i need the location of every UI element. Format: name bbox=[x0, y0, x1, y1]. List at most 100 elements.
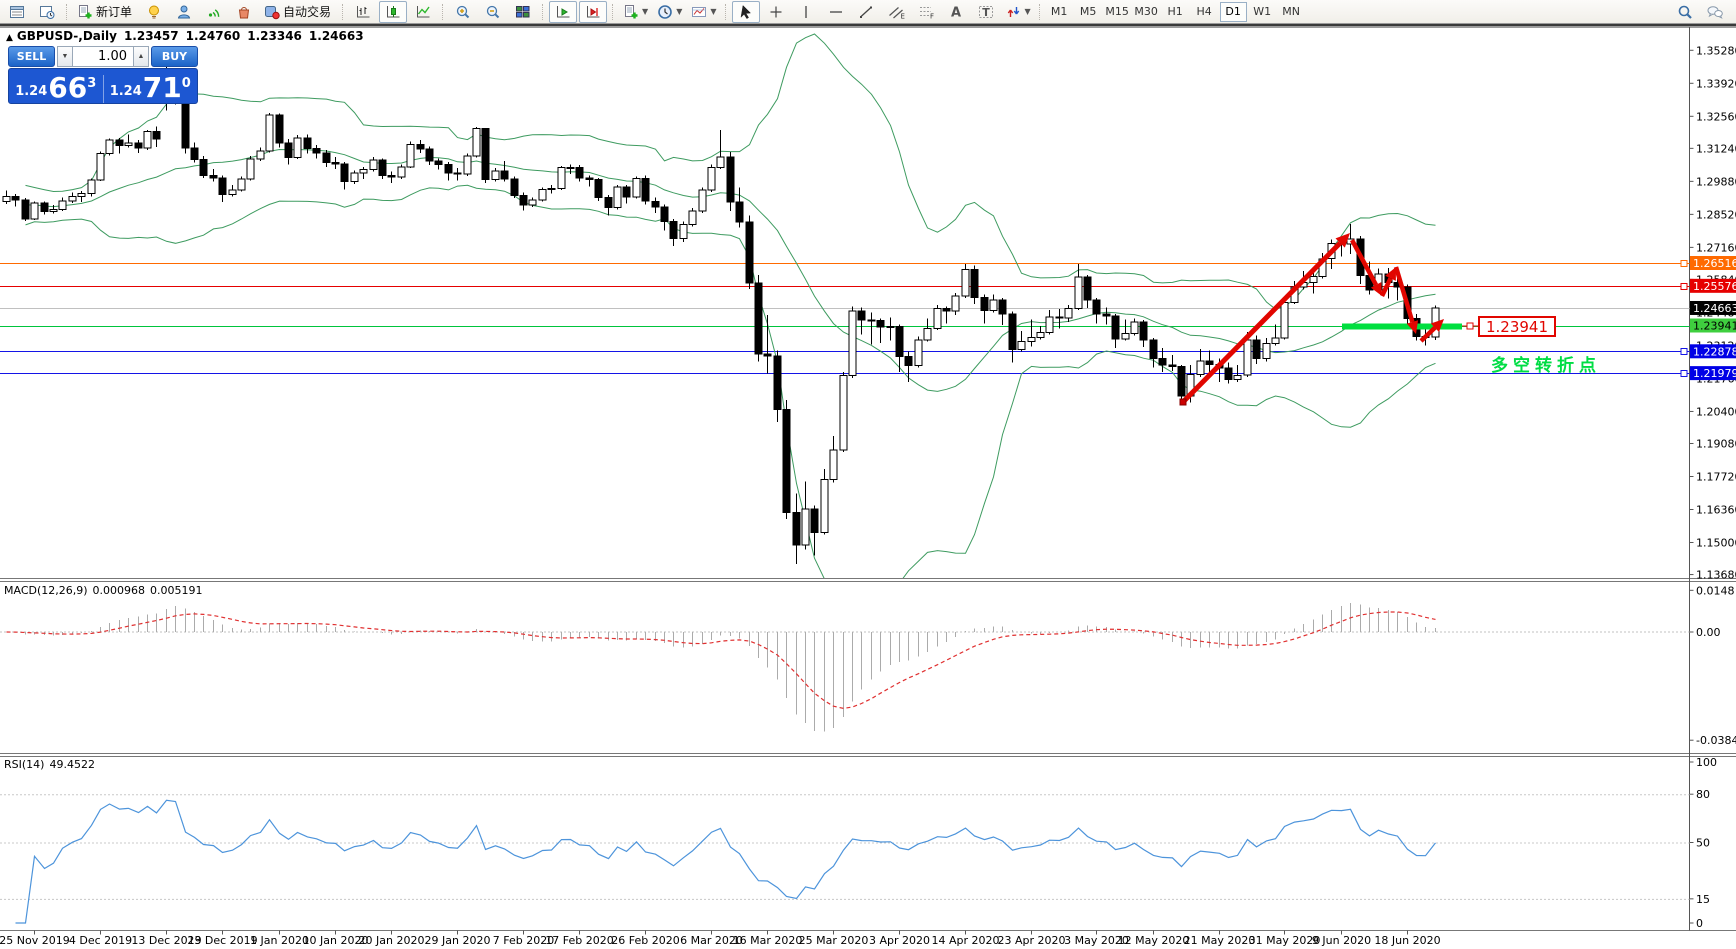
date-label: 21 May 2020 bbox=[1184, 934, 1256, 947]
rsi-pane[interactable] bbox=[0, 794, 1690, 924]
lamp-icon bbox=[149, 5, 160, 18]
arrows-tool-button[interactable]: ▼ bbox=[1002, 1, 1034, 23]
auto-trading-button[interactable]: 自动交易 bbox=[260, 1, 337, 23]
chart-shift-button[interactable] bbox=[579, 0, 608, 23]
search-icon bbox=[1678, 5, 1692, 19]
search-button[interactable] bbox=[1671, 1, 1699, 23]
macd-indicator-label: MACD(12,26,9) 0.000968 0.005191 bbox=[4, 584, 203, 597]
candles-chart-button[interactable] bbox=[379, 0, 408, 23]
horizontal-line-button[interactable] bbox=[822, 1, 850, 23]
volume-input[interactable] bbox=[73, 46, 133, 67]
toolbar-separator bbox=[542, 3, 544, 20]
price-badge bbox=[1690, 366, 1736, 381]
zoom-out-button[interactable] bbox=[479, 1, 507, 23]
line-chart-button[interactable] bbox=[409, 1, 437, 23]
price-callout[interactable]: 1.23941 bbox=[1478, 316, 1556, 337]
timeframe-m15-button[interactable]: M15 bbox=[1105, 5, 1129, 18]
chevron-down-icon[interactable]: ▼ bbox=[710, 7, 717, 16]
chat-icon bbox=[1707, 5, 1723, 19]
timeframe-mn-button[interactable]: MN bbox=[1282, 5, 1301, 18]
collapse-triangle-icon[interactable]: ▲ bbox=[6, 33, 13, 43]
rsi-line bbox=[15, 799, 1436, 924]
indicators-button[interactable]: ▼ bbox=[619, 1, 651, 23]
trend-arrow bbox=[1393, 266, 1415, 323]
trendline-button[interactable] bbox=[852, 1, 880, 23]
profiles-button[interactable] bbox=[33, 1, 61, 23]
timeframe-m30-button[interactable]: M30 bbox=[1134, 5, 1158, 18]
sell-button[interactable]: SELL bbox=[8, 46, 55, 67]
new-order-button[interactable]: 新订单 bbox=[73, 1, 138, 23]
market-button[interactable] bbox=[230, 1, 258, 23]
trend-arrow bbox=[1181, 241, 1342, 404]
date-label: 16 Mar 2020 bbox=[733, 934, 803, 947]
date-label: 29 Jan 2020 bbox=[425, 934, 491, 947]
date-label: 12 May 2020 bbox=[1118, 934, 1190, 947]
high-value: 1.24760 bbox=[185, 29, 241, 43]
bollinger-bands bbox=[25, 33, 1436, 578]
tile-windows-button[interactable] bbox=[509, 1, 537, 23]
trend-arrow bbox=[1419, 326, 1437, 343]
text-button[interactable]: A bbox=[942, 1, 970, 23]
timeframe-m5-button[interactable]: M5 bbox=[1079, 5, 1097, 18]
volume-increase-button[interactable]: ▲ bbox=[133, 46, 149, 67]
buy-price[interactable]: 1.24 71 0 bbox=[109, 71, 191, 104]
auto-scroll-button[interactable] bbox=[549, 0, 578, 23]
bars-icon bbox=[357, 5, 370, 17]
date-label: 25 Nov 2019 bbox=[0, 934, 70, 947]
main-pane[interactable] bbox=[0, 33, 1690, 597]
tline-icon bbox=[859, 6, 872, 18]
svg-text:F: F bbox=[930, 12, 934, 20]
price-badge bbox=[1690, 300, 1736, 315]
bars-chart-button[interactable] bbox=[349, 1, 377, 23]
cursor-button[interactable] bbox=[731, 0, 760, 23]
timeframe-w1-button[interactable]: W1 bbox=[1253, 5, 1272, 18]
svg-text:1.25576: 1.25576 bbox=[1693, 280, 1736, 293]
svg-text:1.27160: 1.27160 bbox=[1696, 241, 1736, 254]
chevron-down-icon[interactable]: ▼ bbox=[642, 7, 649, 16]
doc-plus-icon bbox=[625, 4, 638, 18]
timeframe-h4-button[interactable]: H4 bbox=[1196, 5, 1212, 18]
macd-pane[interactable] bbox=[0, 603, 1690, 732]
signal-icon bbox=[208, 8, 220, 17]
vertical-line-button[interactable] bbox=[792, 1, 820, 23]
expert-advisors-button[interactable] bbox=[140, 1, 168, 23]
trend-arrow bbox=[1379, 277, 1393, 297]
mql5-community-button[interactable] bbox=[170, 1, 198, 23]
svg-text:1.16360: 1.16360 bbox=[1696, 504, 1736, 517]
volume-decrease-button[interactable]: ▼ bbox=[57, 46, 73, 67]
timeframe-h1-button[interactable]: H1 bbox=[1167, 5, 1183, 18]
signals-button[interactable] bbox=[200, 1, 228, 23]
chart-list-button[interactable] bbox=[3, 1, 31, 23]
chevron-down-icon[interactable]: ▼ bbox=[676, 7, 683, 16]
channel-icon: E bbox=[888, 6, 904, 20]
toolbar-separator bbox=[1038, 3, 1041, 20]
periods-button[interactable]: ▼ bbox=[653, 1, 685, 23]
timeframe-m1-button[interactable]: M1 bbox=[1050, 5, 1068, 18]
chevron-down-icon[interactable]: ▼ bbox=[1024, 7, 1031, 16]
buy-button[interactable]: BUY bbox=[151, 46, 198, 67]
chat-button[interactable] bbox=[1701, 1, 1729, 23]
turning-point-note[interactable]: 多空转折点 bbox=[1491, 356, 1601, 376]
tiles-icon bbox=[516, 5, 530, 17]
zoom-in-button[interactable] bbox=[449, 1, 477, 23]
text-label-button[interactable]: T bbox=[972, 1, 1000, 23]
equidistant-channel-button[interactable]: E bbox=[882, 1, 910, 23]
sell-price[interactable]: 1.24 66 3 bbox=[9, 74, 104, 103]
macd-histogram bbox=[15, 603, 1436, 732]
price-axis[interactable]: 1.35280 1.33920 1.32560 1.31240 1.29880 1.285… bbox=[1689, 44, 1736, 930]
price-badge bbox=[1690, 344, 1736, 359]
zoom-out-icon bbox=[486, 5, 500, 18]
chart-annotations[interactable] bbox=[1179, 233, 1478, 406]
timeframe-d1-button[interactable]: D1 bbox=[1219, 1, 1247, 22]
svg-text:1.26516: 1.26516 bbox=[1693, 257, 1736, 270]
crosshair-button[interactable] bbox=[762, 1, 790, 23]
fibonacci-button[interactable]: F bbox=[912, 1, 940, 23]
low-value: 1.23346 bbox=[247, 29, 302, 43]
profile-window-icon bbox=[40, 5, 55, 19]
templates-button[interactable]: ▼ bbox=[687, 1, 719, 23]
svg-text:0.0148: 0.0148 bbox=[1696, 584, 1735, 597]
